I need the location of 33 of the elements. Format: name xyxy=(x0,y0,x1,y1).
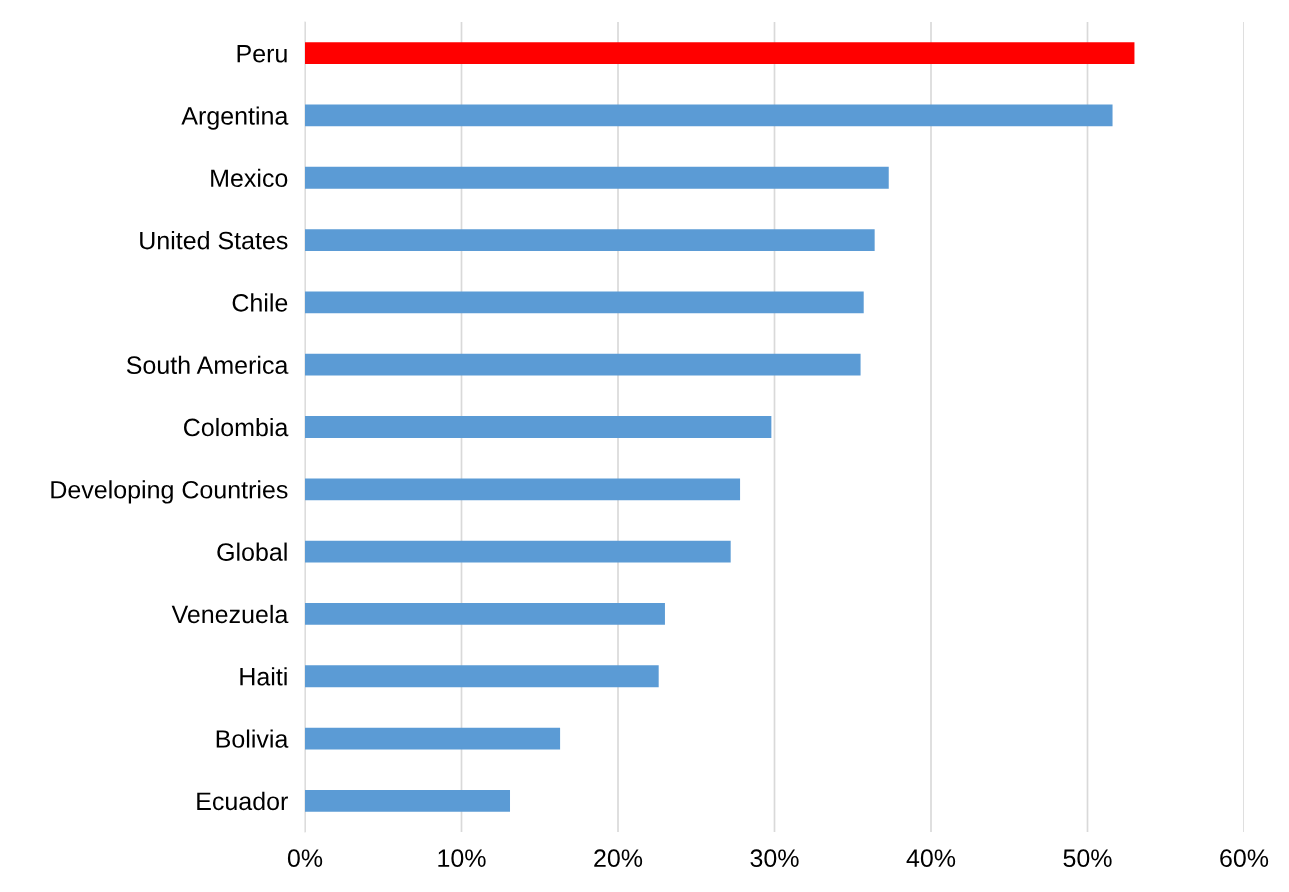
y-tick-label: South America xyxy=(126,355,289,374)
x-tick-label: 10% xyxy=(438,849,486,868)
y-tick-label: Argentina xyxy=(181,106,289,130)
bar xyxy=(305,42,1135,65)
y-tick-label: Developing Countries xyxy=(51,480,288,504)
bar xyxy=(305,603,665,625)
bar xyxy=(305,166,889,189)
bar xyxy=(305,665,659,688)
y-tick-label: Haiti xyxy=(240,667,287,686)
y-tick-label: Colombia xyxy=(184,417,289,437)
x-tick-label: 20% xyxy=(594,849,643,868)
bar xyxy=(305,353,861,376)
x-tick-label: 0% xyxy=(287,849,323,868)
x-tick-label: 30% xyxy=(750,849,799,868)
bar xyxy=(305,229,875,251)
bar xyxy=(305,291,864,314)
x-tick-label: 50% xyxy=(1063,849,1112,868)
x-tick-label: 60% xyxy=(1220,849,1269,868)
bar xyxy=(305,540,731,563)
y-tick-label: Chile xyxy=(232,293,288,312)
y-tick-label: Bolivia xyxy=(216,729,289,748)
y-tick-label: United States xyxy=(140,231,288,250)
bar xyxy=(305,478,741,501)
y-tick-label: Ecuador xyxy=(197,791,288,811)
bar xyxy=(305,104,1113,127)
bar xyxy=(305,416,772,438)
bar xyxy=(305,727,561,750)
y-tick-label: Mexico xyxy=(211,168,288,188)
y-tick-label: Global xyxy=(217,542,287,561)
x-tick-label: 40% xyxy=(906,849,956,868)
y-tick-label: Venezuela xyxy=(171,604,289,624)
bar xyxy=(305,789,511,812)
y-tick-label: Peru xyxy=(237,45,287,63)
